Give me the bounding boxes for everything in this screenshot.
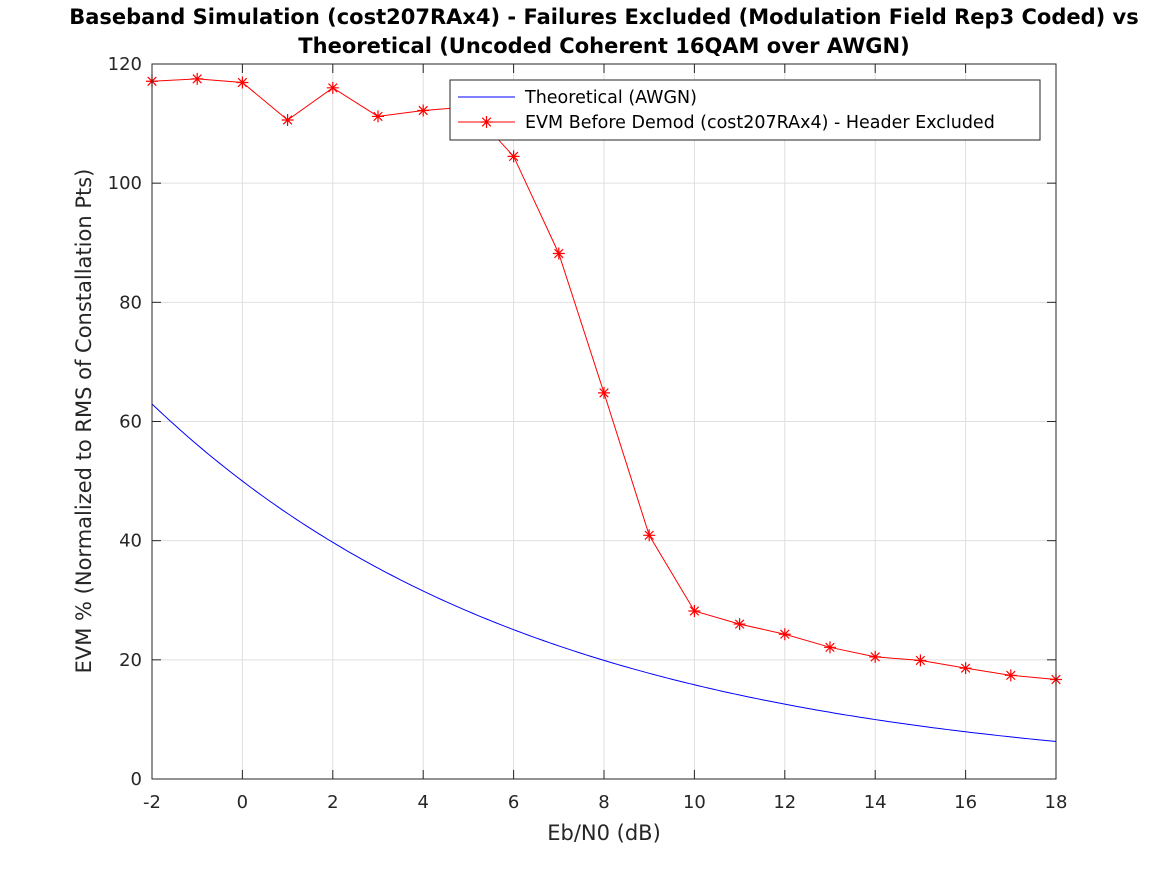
y-tick-label: 80	[119, 292, 142, 313]
series-line-0	[151, 403, 1057, 742]
data-point-marker	[914, 654, 927, 667]
legend-label-theoretical: Theoretical (AWGN)	[524, 88, 697, 108]
data-point-marker	[507, 150, 520, 163]
legend-marker-evm	[480, 116, 493, 128]
y-tick-label: 40	[119, 531, 142, 552]
data-point-marker	[326, 81, 339, 94]
legend: Theoretical (AWGN) EVM Before Demod (cos…	[449, 79, 1041, 141]
x-tick-label: 14	[864, 792, 887, 813]
data-point-marker	[417, 104, 430, 117]
legend-label-evm: EVM Before Demod (cost207RAx4) - Header …	[525, 113, 995, 133]
y-tick-label: 60	[119, 412, 142, 433]
x-tick-label: 18	[1045, 792, 1068, 813]
x-tick-label: -2	[143, 792, 161, 813]
x-tick-label: 10	[683, 792, 706, 813]
data-point-marker	[869, 650, 882, 663]
data-point-marker	[191, 72, 204, 85]
y-axis-label: EVM % (Normalized to RMS of Constallatio…	[72, 169, 96, 674]
data-point-marker	[552, 247, 565, 260]
x-tick-label: 8	[598, 792, 609, 813]
x-tick-label: 16	[954, 792, 977, 813]
x-tick-label: 6	[508, 792, 519, 813]
y-tick-label: 0	[131, 769, 142, 790]
data-point-marker	[688, 604, 701, 617]
chart-title-line-2: Theoretical (Uncoded Coherent 16QAM over…	[298, 34, 909, 58]
data-point-marker	[598, 386, 610, 399]
legend-box	[449, 79, 1041, 141]
data-point-marker	[959, 662, 972, 675]
y-tick-label: 120	[108, 54, 142, 75]
data-point-marker	[236, 76, 249, 89]
x-axis-label: Eb/N0 (dB)	[547, 821, 661, 845]
x-tick-label: 4	[417, 792, 428, 813]
y-tick-label: 100	[108, 173, 142, 194]
chart-title-line-1: Baseband Simulation (cost207RAx4) - Fail…	[69, 5, 1139, 29]
x-tick-label: 2	[327, 792, 338, 813]
series-layer	[146, 72, 1062, 742]
y-tick-label: 20	[119, 650, 142, 671]
data-point-marker	[643, 529, 656, 542]
data-point-marker	[372, 110, 384, 123]
legend-marker-asterisk	[480, 116, 493, 128]
data-point-marker	[1004, 669, 1017, 682]
x-tick-label: 0	[237, 792, 248, 813]
x-tick-label: 12	[773, 792, 796, 813]
data-point-marker	[824, 641, 836, 654]
data-point-marker	[778, 628, 791, 641]
data-point-marker	[733, 618, 746, 631]
data-point-marker	[281, 114, 294, 127]
